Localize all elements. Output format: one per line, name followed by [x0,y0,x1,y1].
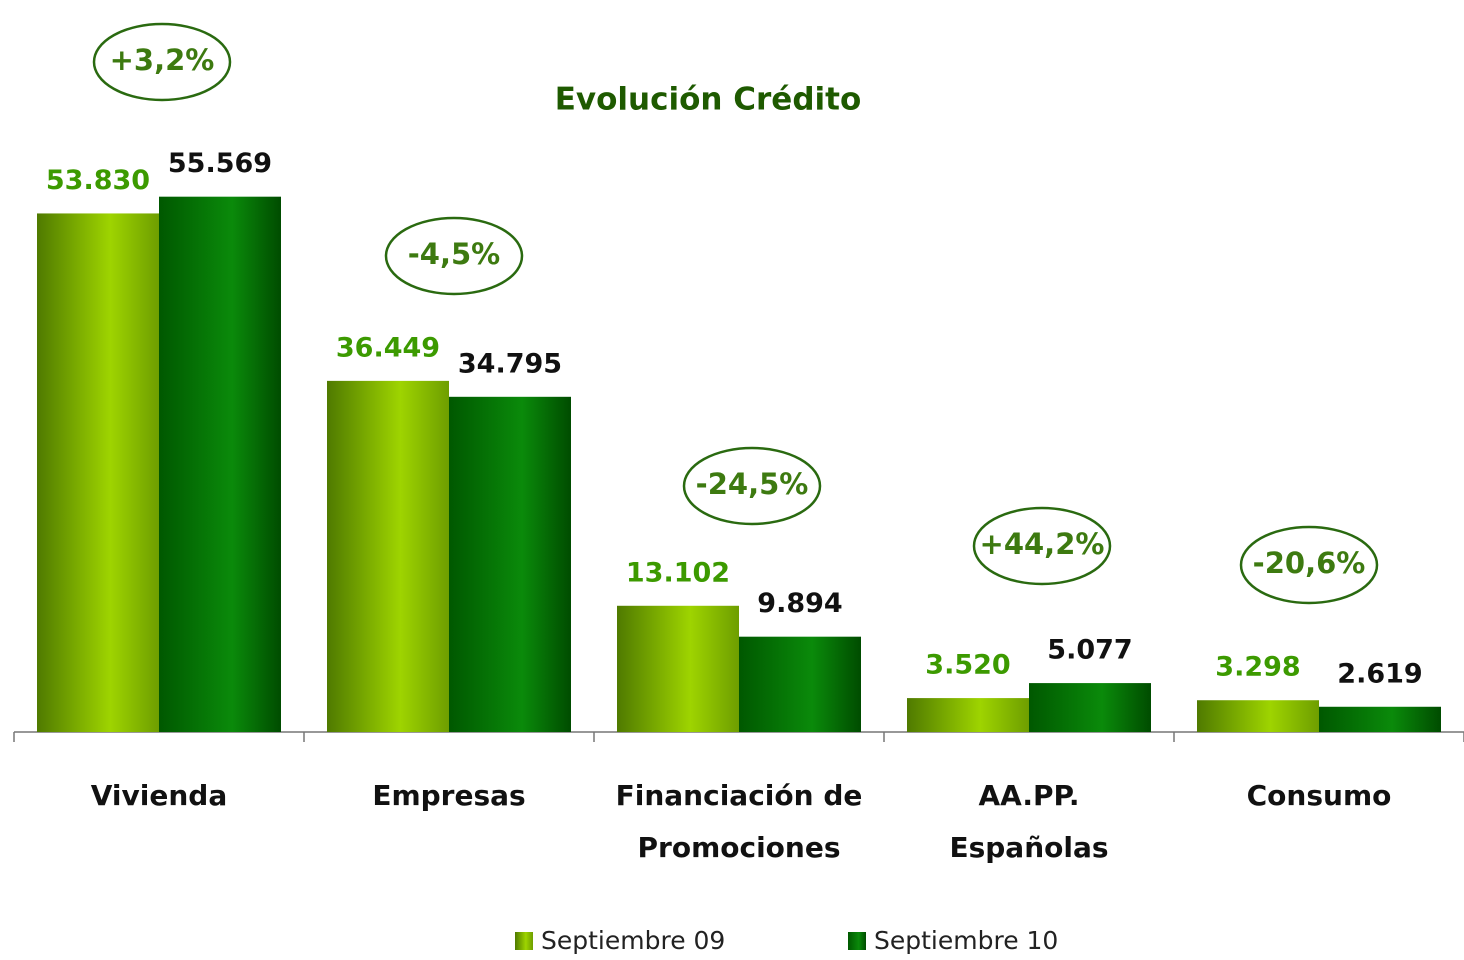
value-label: 36.449 [336,332,440,363]
value-label: 9.894 [757,588,842,619]
chart-title: Evolución Crédito [555,82,862,118]
legend-swatch [515,932,533,950]
annotation-ellipse [92,22,232,102]
x-tick-label: Empresas [372,779,525,812]
value-label: 55.569 [168,148,272,179]
x-tick-label: Financiación de [616,779,863,812]
bar [327,380,449,732]
bar [1319,706,1441,732]
x-tick-label: Promociones [638,831,841,864]
value-label: 3.520 [925,650,1010,681]
legend-label: Septiembre 09 [541,926,725,955]
value-label: 13.102 [626,557,730,588]
bar [159,196,281,732]
annotation-ellipse [384,216,524,296]
bar [739,636,861,732]
annotation: -20,6% [1253,546,1366,580]
bar [449,396,571,732]
bar [907,698,1029,732]
value-label: 2.619 [1337,658,1422,689]
annotation-ellipse [682,446,822,526]
value-label: 3.298 [1215,652,1300,683]
bar [1197,700,1319,732]
bar [1029,683,1151,732]
annotation-ellipse [1239,525,1379,605]
annotation: +44,2% [980,527,1105,561]
value-label: 5.077 [1047,635,1132,666]
bar [37,213,159,732]
x-tick-label: Vivienda [91,779,228,812]
annotation-ellipse [972,506,1112,586]
legend-label: Septiembre 10 [874,926,1058,955]
value-label: 34.795 [458,348,562,379]
x-tick-label: AA.PP. [978,779,1079,812]
value-label: 53.830 [46,165,150,196]
annotation: +3,2% [110,43,215,77]
bar [617,605,739,732]
x-tick-label: Españolas [949,831,1108,864]
x-tick-label: Consumo [1247,779,1392,812]
legend-swatch [848,932,866,950]
annotation: -4,5% [408,237,500,271]
annotation: -24,5% [696,467,809,501]
